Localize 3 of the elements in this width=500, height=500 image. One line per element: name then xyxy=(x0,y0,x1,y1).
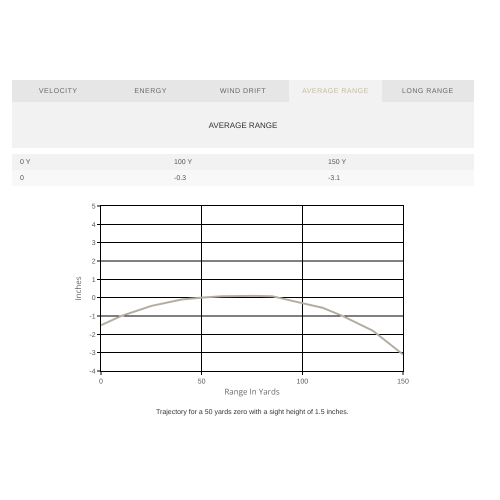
text: AVERAGE RANGE xyxy=(12,102,474,148)
y-axis-title: Inches xyxy=(73,276,84,301)
x-axis-title: Range In Yards xyxy=(224,386,280,398)
